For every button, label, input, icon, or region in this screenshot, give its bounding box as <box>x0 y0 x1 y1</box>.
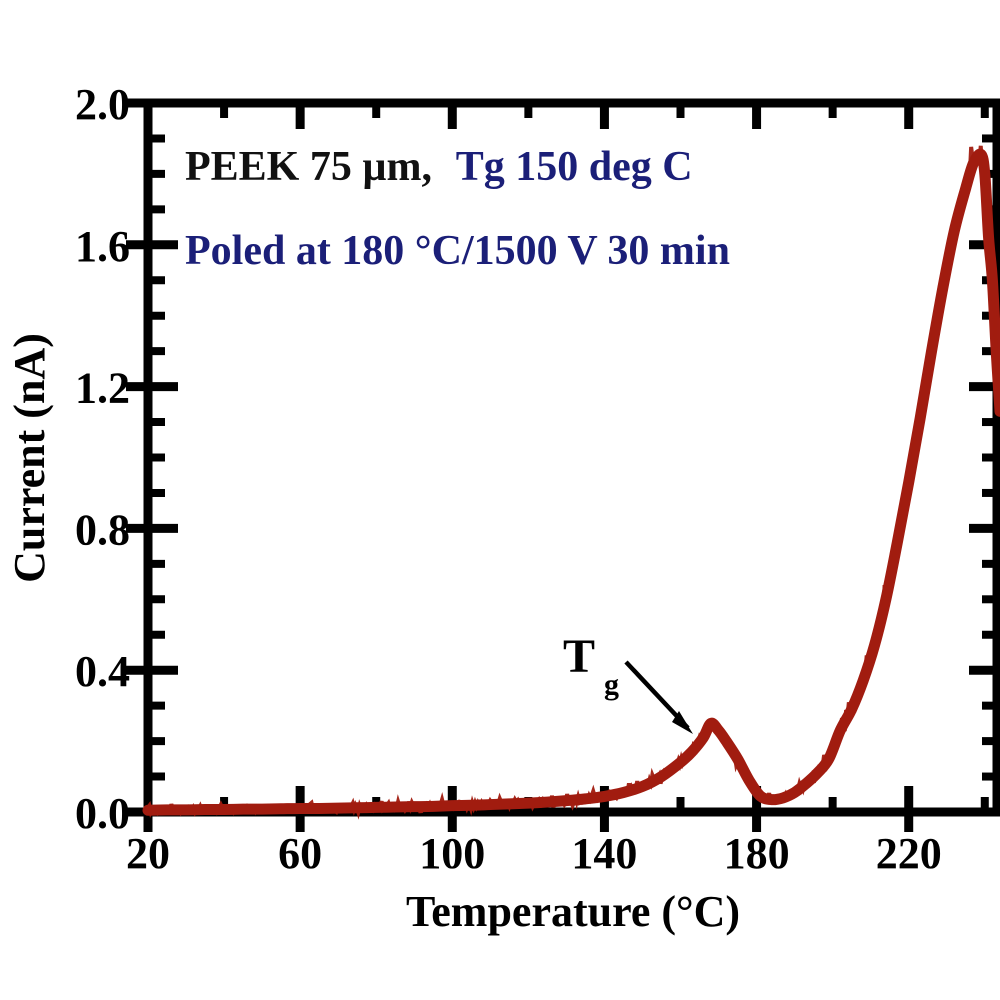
x-axis-tick-labels: 20 60 100 140 180 220 <box>126 829 942 878</box>
current-curve-noise <box>146 145 1000 820</box>
annotation-line-1: PEEK 75 µm, Tg 150 deg C <box>185 144 693 190</box>
y-tick-label: 0.8 <box>75 505 130 554</box>
annotation-line-1-black: PEEK 75 µm, <box>185 144 432 190</box>
y-axis-title: Current (nA) <box>5 333 54 583</box>
x-tick-label: 20 <box>126 829 170 878</box>
y-tick-label: 0.0 <box>75 789 130 838</box>
tg-arrow-head-icon <box>672 711 693 734</box>
tg-annotation: T g <box>563 630 693 734</box>
data-series-group <box>142 145 1000 820</box>
x-tick-label: 220 <box>876 829 942 878</box>
annotation-line-2: Poled at 180 °C/1500 V 30 min <box>185 228 730 274</box>
x-tick-label: 180 <box>724 829 790 878</box>
x-tick-label: 60 <box>278 829 322 878</box>
x-axis-title: Temperature (°C) <box>406 887 740 936</box>
y-tick-label: 1.6 <box>75 222 130 271</box>
x-tick-label: 100 <box>419 829 485 878</box>
y-tick-label: 0.4 <box>75 647 130 696</box>
y-tick-label: 2.0 <box>75 80 130 129</box>
y-tick-label: 1.2 <box>75 364 130 413</box>
y-axis-tick-labels: 0.0 0.4 0.8 1.2 1.6 2.0 <box>75 80 130 838</box>
annotation-line-1-blue: Tg 150 deg C <box>456 144 693 190</box>
y-axis-minor-ticks <box>148 134 997 781</box>
annotation-text-block: PEEK 75 µm, Tg 150 deg C Poled at 180 °C… <box>185 144 730 274</box>
tg-label: T <box>563 630 595 683</box>
x-tick-label: 140 <box>571 829 637 878</box>
tg-subscript-label: g <box>604 668 619 701</box>
